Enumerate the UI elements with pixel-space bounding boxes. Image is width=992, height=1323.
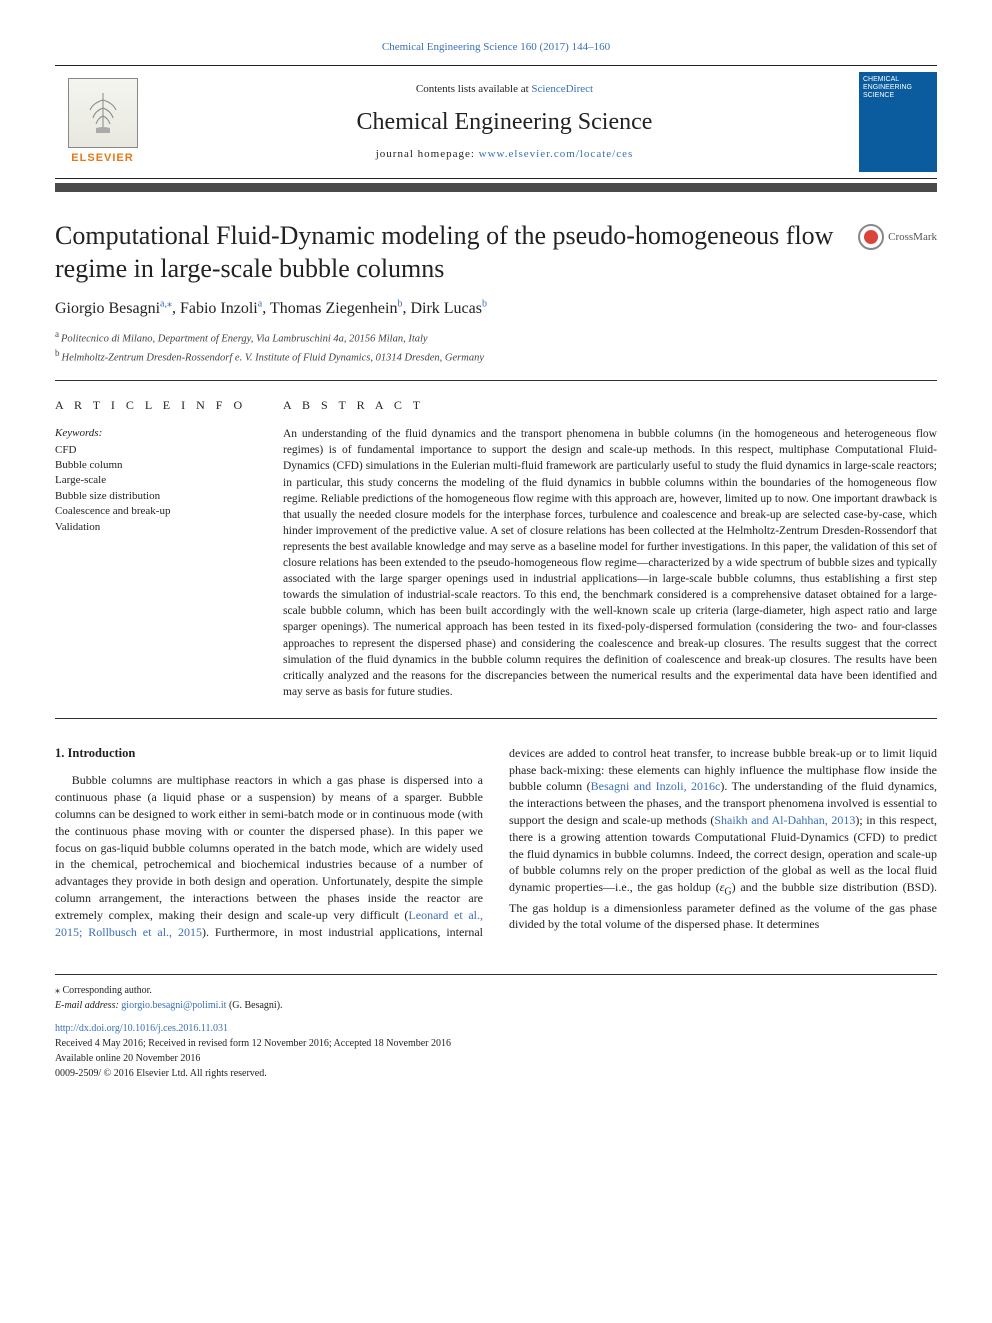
cover-line3: SCIENCE <box>863 92 933 100</box>
header-center: Contents lists available at ScienceDirec… <box>150 72 859 172</box>
available-line: Available online 20 November 2016 <box>55 1051 937 1066</box>
copyright-line: 0009-2509/ © 2016 Elsevier Ltd. All righ… <box>55 1066 937 1081</box>
email-link[interactable]: giorgio.besagni@polimi.it <box>121 1000 226 1011</box>
article-title: Computational Fluid-Dynamic modeling of … <box>55 220 838 285</box>
journal-cover-thumbnail: CHEMICAL ENGINEERING SCIENCE <box>859 72 937 172</box>
abstract-text: An understanding of the fluid dynamics a… <box>283 426 937 700</box>
author-1-corr[interactable]: ⁎ <box>167 298 172 309</box>
publisher-logo-block: ELSEVIER <box>55 72 150 172</box>
author-1: Giorgio Besagnia,⁎ <box>55 300 172 317</box>
keyword-5: Validation <box>55 520 255 535</box>
ref-shaikh[interactable]: Shaikh and Al-Dahhan, 2013 <box>714 813 855 827</box>
keyword-4: Coalescence and break-up <box>55 504 255 519</box>
cover-line1: CHEMICAL <box>863 76 933 84</box>
crossmark-label: CrossMark <box>888 230 937 245</box>
affiliation-a: aPolitecnico di Milano, Department of En… <box>55 328 937 347</box>
affiliations: aPolitecnico di Milano, Department of En… <box>55 328 937 366</box>
intro-paragraph: Bubble columns are multiphase reactors i… <box>55 745 937 940</box>
citation-link[interactable]: Chemical Engineering Science 160 (2017) … <box>382 41 610 53</box>
header-rule <box>55 183 937 192</box>
journal-name: Chemical Engineering Science <box>150 106 859 140</box>
author-1-aff[interactable]: a, <box>160 298 167 309</box>
corresponding-author: ⁎ Corresponding author. <box>55 983 937 998</box>
cover-line2: ENGINEERING <box>863 84 933 92</box>
keywords-label: Keywords: <box>55 426 255 441</box>
keyword-3: Bubble size distribution <box>55 489 255 504</box>
doi-link[interactable]: http://dx.doi.org/10.1016/j.ces.2016.11.… <box>55 1023 228 1034</box>
intro-heading: 1. Introduction <box>55 745 483 763</box>
sciencedirect-link[interactable]: ScienceDirect <box>531 83 593 95</box>
divider-bottom <box>55 718 937 719</box>
citation-header: Chemical Engineering Science 160 (2017) … <box>55 40 937 55</box>
keyword-0: CFD <box>55 443 255 458</box>
article-info-column: A R T I C L E I N F O Keywords: CFD Bubb… <box>55 397 255 699</box>
affiliation-b: bHelmholtz-Zentrum Dresden-Rossendorf e.… <box>55 347 937 366</box>
keyword-2: Large-scale <box>55 473 255 488</box>
footer: ⁎ Corresponding author. E-mail address: … <box>55 974 937 1081</box>
abstract-column: A B S T R A C T An understanding of the … <box>283 397 937 699</box>
keyword-1: Bubble column <box>55 458 255 473</box>
journal-header: ELSEVIER Contents lists available at Sci… <box>55 65 937 179</box>
author-4-aff[interactable]: b <box>482 298 487 309</box>
doi-line: http://dx.doi.org/10.1016/j.ces.2016.11.… <box>55 1021 937 1036</box>
crossmark-icon <box>858 224 884 250</box>
homepage-prefix: journal homepage: <box>376 148 479 160</box>
abstract-heading: A B S T R A C T <box>283 397 937 414</box>
author-4: Dirk Lucasb <box>410 300 487 317</box>
author-3: Thomas Ziegenheinb <box>270 300 403 317</box>
homepage-link[interactable]: www.elsevier.com/locate/ces <box>479 148 634 160</box>
ref-besagni[interactable]: Besagni and Inzoli, 2016c <box>591 779 721 793</box>
body-text: 1. Introduction Bubble columns are multi… <box>55 745 937 940</box>
contents-prefix: Contents lists available at <box>416 83 531 95</box>
received-line: Received 4 May 2016; Received in revised… <box>55 1036 937 1051</box>
article-info-heading: A R T I C L E I N F O <box>55 397 255 414</box>
crossmark-badge[interactable]: CrossMark <box>858 224 937 250</box>
elsevier-tree-icon <box>68 78 138 148</box>
author-3-aff[interactable]: b <box>397 298 402 309</box>
email-line: E-mail address: giorgio.besagni@polimi.i… <box>55 998 937 1013</box>
author-2-aff[interactable]: a <box>258 298 262 309</box>
homepage-line: journal homepage: www.elsevier.com/locat… <box>150 147 859 162</box>
publisher-name: ELSEVIER <box>71 151 133 166</box>
author-list: Giorgio Besagnia,⁎, Fabio Inzolia, Thoma… <box>55 297 937 320</box>
author-2: Fabio Inzolia <box>180 300 262 317</box>
contents-line: Contents lists available at ScienceDirec… <box>150 82 859 97</box>
